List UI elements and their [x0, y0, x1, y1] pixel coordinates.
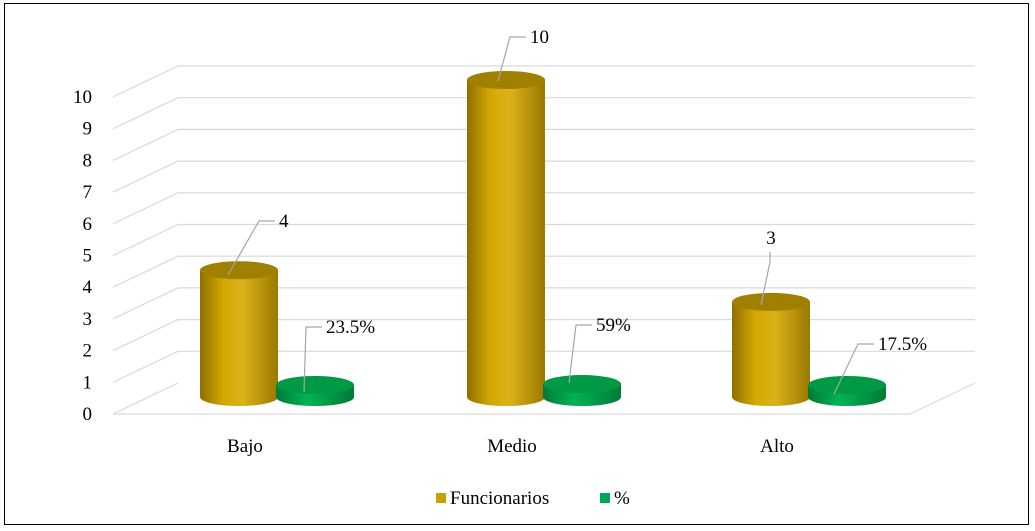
category-label: Medio [487, 436, 537, 457]
bar-top [467, 71, 545, 89]
category-label: Alto [760, 436, 794, 457]
y-tick-label: 1 [83, 372, 93, 393]
floor-right-edge [909, 382, 976, 415]
bar-%-Alto [808, 376, 886, 406]
bar-Funcionarios-Bajo [200, 261, 278, 406]
bar-body [200, 270, 278, 406]
data-label: 59% [596, 315, 631, 336]
y-tick-label: 5 [83, 246, 93, 267]
y-tick-label: 2 [83, 341, 93, 362]
bar-top [200, 261, 278, 280]
bar-Funcionarios-Alto [732, 292, 810, 406]
y-tick-label: 4 [83, 277, 93, 298]
y-tick-label: 10 [73, 87, 92, 108]
grid [112, 65, 976, 415]
data-label: 4 [279, 211, 289, 232]
data-labels: 4 10 3 23.5% 59% 17.5% [227, 27, 927, 395]
y-tick-label: 6 [83, 214, 93, 235]
leader-line [497, 36, 526, 82]
leader-line [227, 220, 275, 276]
leader-line [760, 252, 771, 306]
y-tick-label: 9 [83, 119, 93, 140]
bar-body [732, 301, 810, 406]
wall-gridline [112, 350, 179, 383]
bar-top [543, 375, 621, 394]
data-label: 23.5% [326, 317, 375, 338]
bar-top [732, 292, 810, 311]
y-tick-label: 0 [83, 404, 93, 425]
bar-top [276, 376, 354, 394]
wall-gridline [112, 65, 179, 98]
wall-gridline [112, 382, 179, 415]
legend-swatch [600, 493, 610, 503]
data-label: 3 [766, 228, 776, 249]
wall-gridline [112, 97, 179, 130]
wall-gridline [112, 160, 179, 193]
bar-body [467, 80, 545, 406]
legend: Funcionarios% [436, 488, 630, 509]
bar-%-Bajo [276, 376, 354, 406]
axes: 0 1 2 3 4 5 6 7 8 9 10 Bajo Medio Alto [73, 87, 794, 457]
y-tick-label: 8 [83, 150, 93, 171]
data-label: 10 [530, 27, 549, 48]
y-tick-label: 3 [83, 309, 93, 330]
bar-Funcionarios-Medio [467, 71, 545, 406]
leader-line [568, 324, 592, 384]
legend-label: % [614, 488, 630, 509]
wall-gridline [112, 192, 179, 225]
wall-gridline [112, 255, 179, 288]
y-tick-label: 7 [83, 182, 93, 203]
legend-swatch [436, 493, 446, 503]
wall-gridline [112, 319, 179, 352]
bar-top [808, 376, 886, 394]
wall-gridline [112, 223, 179, 257]
bar-%-Medio [543, 375, 621, 406]
category-label: Bajo [227, 436, 263, 457]
leader-line [833, 343, 874, 395]
bars [200, 71, 886, 406]
wall-gridline [112, 287, 179, 320]
legend-label: Funcionarios [450, 488, 549, 509]
leader-line [303, 326, 322, 393]
data-label: 17.5% [878, 334, 927, 355]
wall-gridline [112, 128, 179, 161]
